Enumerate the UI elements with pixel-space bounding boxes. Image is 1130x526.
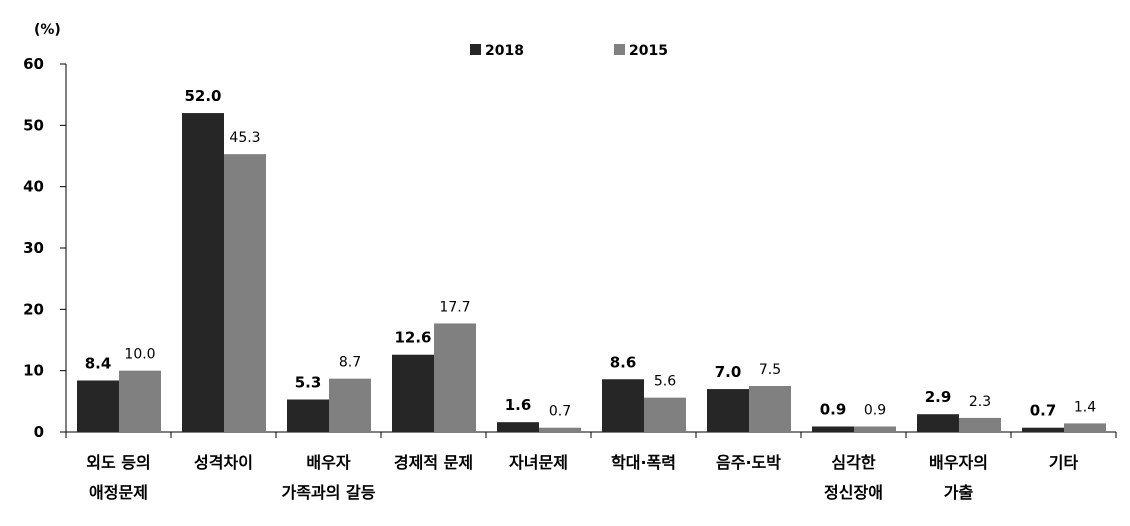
- value-label-2018-1: 52.0: [184, 87, 221, 105]
- bar-2015-1: [224, 154, 266, 432]
- value-label-2015-9: 1.4: [1074, 399, 1096, 415]
- bar-2015-5: [644, 397, 686, 432]
- value-label-2015-1: 45.3: [229, 130, 260, 146]
- legend: 2018 2015: [470, 43, 668, 59]
- y-tick-label: 60: [23, 55, 44, 73]
- value-label-2018-6: 7.0: [715, 363, 742, 381]
- bar-2018-3: [392, 354, 434, 432]
- y-axis-unit-label: (%): [34, 22, 61, 38]
- value-labels: 8.4 10.0 52.0 45.3 5.3 8.7 12.6 17.7 1.6 0.7 8.6 5.…: [85, 87, 1097, 420]
- bar-2018-0: [77, 380, 119, 432]
- legend-swatch-2018: [470, 44, 481, 55]
- bar-2018-1: [182, 113, 224, 433]
- bar-2018-4: [497, 422, 539, 432]
- value-label-2018-0: 8.4: [85, 354, 112, 372]
- category-label: 성격차이: [194, 453, 253, 472]
- bar-2015-4: [539, 427, 581, 432]
- bar-2015-6: [749, 386, 791, 432]
- y-tick-label: 50: [23, 116, 44, 134]
- category-label: 자녀문제: [509, 453, 568, 472]
- category-label: 배우자: [306, 453, 350, 472]
- category-label: 외도 등의: [86, 453, 150, 472]
- value-label-2015-6: 7.5: [759, 362, 781, 378]
- value-label-2018-3: 12.6: [394, 329, 431, 347]
- legend-label-2018: 2018: [485, 43, 524, 59]
- legend-swatch-2015: [614, 44, 625, 55]
- category-label: 기타: [1049, 453, 1079, 472]
- category-label: 애정문제: [89, 483, 148, 502]
- value-label-2015-2: 8.7: [339, 355, 361, 371]
- bar-2018-9: [1022, 427, 1064, 432]
- bar-2015-8: [959, 417, 1001, 432]
- value-label-2015-4: 0.7: [549, 404, 571, 420]
- y-tick-label: 0: [34, 423, 44, 441]
- y-tick-label: 40: [23, 178, 44, 196]
- category-label: 가족과의 갈등: [282, 483, 376, 502]
- bars: [77, 113, 1106, 433]
- value-label-2018-2: 5.3: [295, 373, 322, 391]
- category-label: 심각한: [831, 453, 875, 472]
- legend-label-2015: 2015: [629, 43, 668, 59]
- y-tick-label: 10: [23, 362, 44, 380]
- value-label-2018-7: 0.9: [820, 400, 847, 418]
- value-label-2015-8: 2.3: [969, 394, 991, 410]
- value-label-2015-0: 10.0: [124, 347, 155, 363]
- value-label-2018-8: 2.9: [925, 388, 952, 406]
- value-label-2018-4: 1.6: [505, 396, 532, 414]
- bar-2018-2: [287, 399, 329, 432]
- bar-2015-9: [1064, 423, 1106, 432]
- bar-2015-7: [854, 426, 896, 432]
- bar-2018-6: [707, 389, 749, 432]
- category-label: 학대·폭력: [611, 453, 676, 472]
- bar-2018-8: [917, 414, 959, 432]
- value-label-2018-5: 8.6: [610, 353, 637, 371]
- y-tick-label: 20: [23, 300, 44, 318]
- value-label-2018-9: 0.7: [1030, 402, 1057, 420]
- y-tick-label: 30: [23, 239, 44, 257]
- bar-2018-7: [812, 426, 854, 432]
- category-label: 정신장애: [824, 483, 883, 502]
- value-label-2015-3: 17.7: [439, 299, 470, 315]
- bar-2015-0: [119, 370, 161, 432]
- value-label-2015-5: 5.6: [654, 374, 676, 390]
- bar-2015-3: [434, 323, 476, 432]
- category-label: 경제적 문제: [394, 453, 473, 472]
- category-label: 배우자의: [929, 453, 988, 472]
- bar-2018-5: [602, 379, 644, 432]
- category-label: 음주·도박: [716, 453, 781, 472]
- bar-2015-2: [329, 378, 371, 432]
- category-label: 가출: [944, 483, 974, 502]
- value-label-2015-7: 0.9: [864, 402, 886, 418]
